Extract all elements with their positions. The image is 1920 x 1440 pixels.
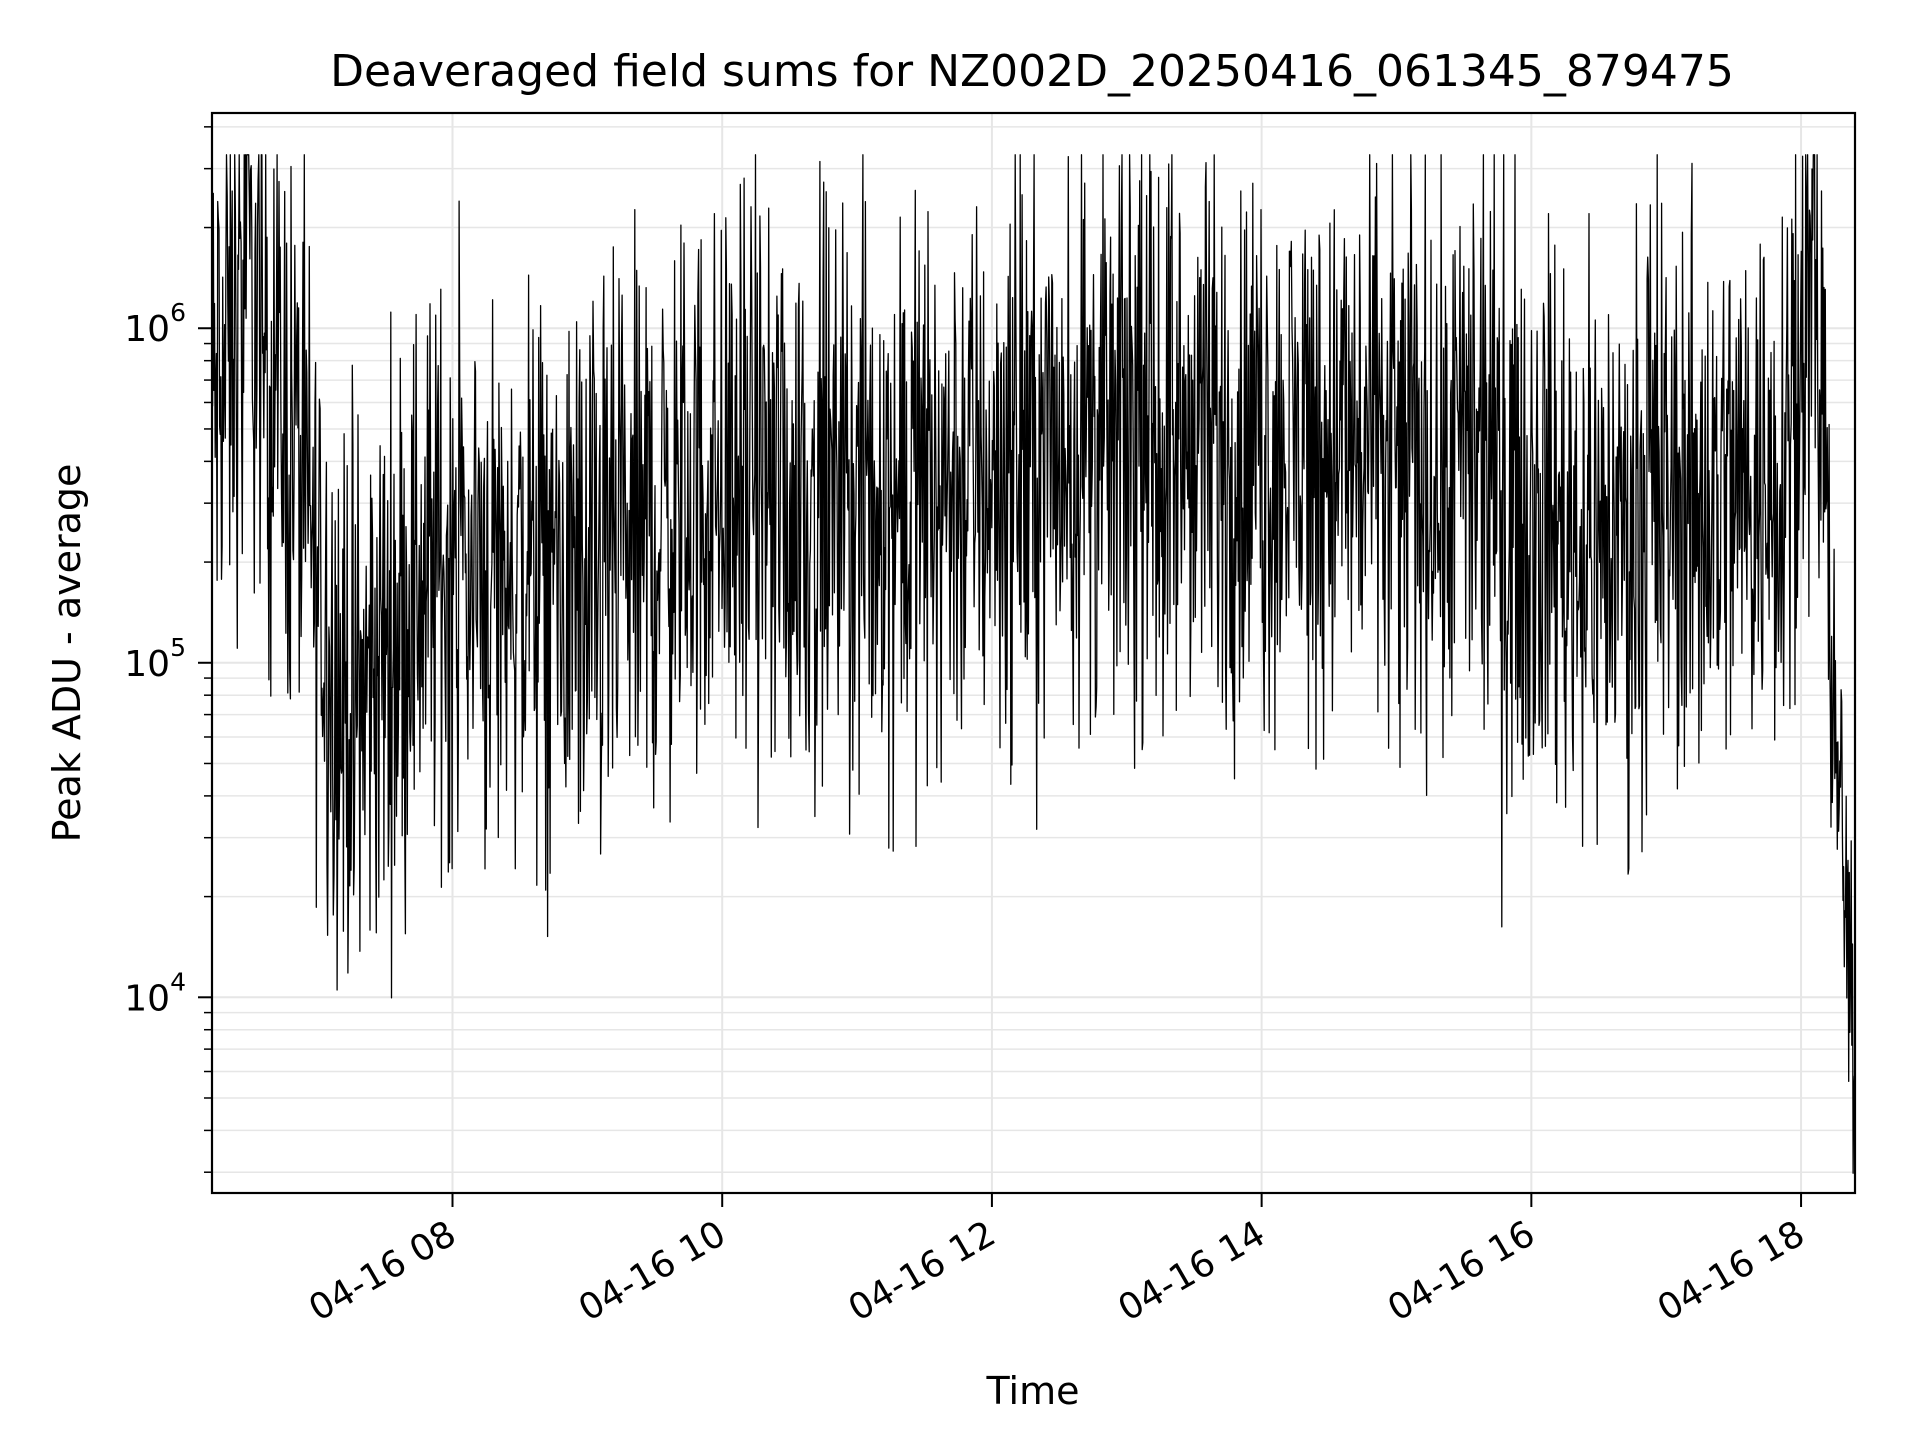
y-tick-label-base: 10 [124, 309, 170, 350]
y-tick-label-exponent: 4 [170, 967, 186, 996]
chart-title: Deaveraged field sums for NZ002D_2025041… [330, 46, 1734, 97]
series-line [212, 154, 1855, 1180]
y-tick-label: 104 [124, 967, 186, 1019]
y-tick-label-base: 10 [124, 978, 170, 1019]
x-axis-label: Time [986, 1369, 1080, 1413]
y-tick-label-exponent: 6 [170, 298, 186, 327]
plot-frame [210, 111, 1857, 1195]
series-layer [212, 154, 1855, 1180]
y-tick-label-base: 10 [124, 644, 170, 685]
y-tick-label: 105 [124, 633, 186, 685]
y-tick-label: 106 [124, 298, 186, 350]
y-axis-label: Peak ADU - average [45, 464, 89, 843]
y-tick-label-exponent: 5 [170, 633, 186, 662]
